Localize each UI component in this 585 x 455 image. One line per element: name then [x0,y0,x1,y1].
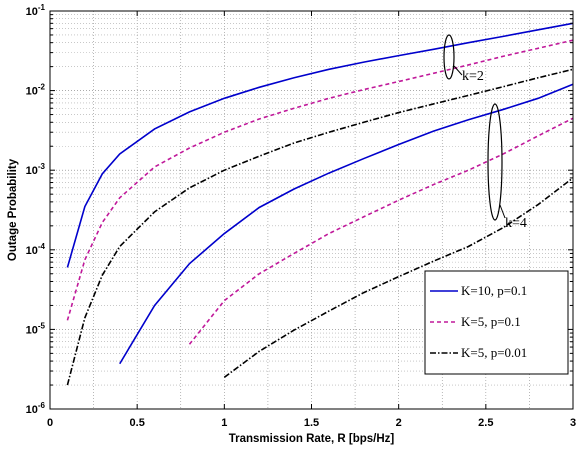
y-axis-label: Outage Probability [7,158,19,261]
x-tick-label: 1 [221,417,227,429]
axis-ticks [49,10,574,410]
y-tick-label: 10-3 [26,162,46,177]
k4-group-ellipse [487,103,503,221]
y-tick-label: 10-1 [26,3,46,18]
series-line-k2-0 [66,22,574,268]
series-line-k2-1 [66,39,574,321]
x-tick-label: 1.5 [304,417,319,429]
k4-annotation-label: k=4 [505,216,527,231]
x-tick-label: 0.5 [130,417,145,429]
legend-label-k5-p01: K=5, p=0.1 [461,314,521,329]
x-tick-label: 0 [47,417,53,429]
y-tick-labels: 10-6 10-5 10-4 10-3 10-2 10-1 [26,3,46,416]
x-axis-label: Transmission Rate, R [bps/Hz] [229,433,395,445]
y-tick-label: 10-2 [26,83,46,98]
k2-annotation-label: k=2 [462,69,484,84]
series-line-k4-5 [223,177,574,378]
data-series [66,22,574,386]
legend: K=10, p=0.1 K=5, p=0.1 K=5, p=0.01 [424,270,569,375]
y-tick-label: 10-5 [26,321,46,336]
y-tick-label: 10-4 [26,242,46,257]
x-tick-label: 2 [396,417,402,429]
series-line-k4-4 [188,117,574,345]
k4-annotation-pointer [499,204,506,219]
x-tick-labels: 0 0.5 1 1.5 2 2.5 3 [47,417,576,429]
legend-box [424,270,569,375]
y-tick-label: 10-6 [26,401,46,416]
legend-label-k5-p001: K=5, p=0.01 [461,345,527,360]
x-tick-label: 3 [570,417,576,429]
k2-group-ellipse [443,34,455,80]
legend-label-k10-p01: K=10, p=0.1 [461,283,527,298]
x-tick-label: 2.5 [478,417,493,429]
k2-annotation-pointer [453,65,463,76]
series-line-k4-3 [119,83,574,365]
